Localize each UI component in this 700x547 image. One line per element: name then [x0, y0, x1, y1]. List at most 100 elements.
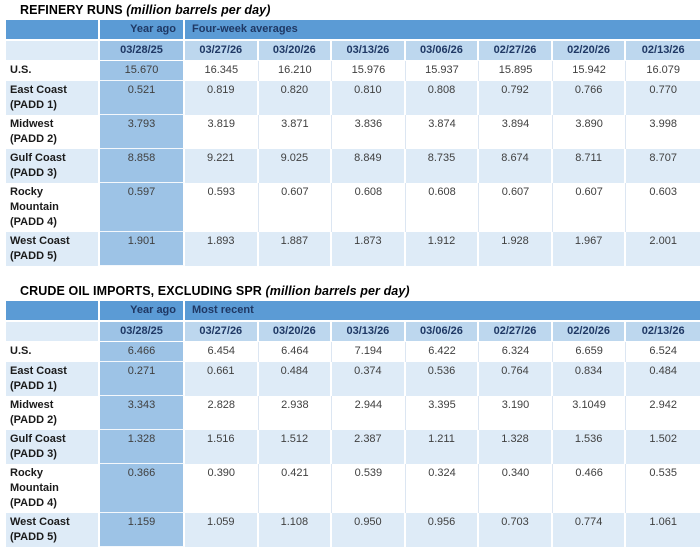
data-cell: 0.810: [332, 81, 406, 115]
data-cell: 0.820: [258, 81, 333, 115]
table-row: East Coast (PADD 1) 0.271 0.661 0.484 0.374 0…: [6, 362, 700, 396]
corner-cell: [6, 20, 100, 41]
year-ago-value: 1.901: [100, 232, 185, 266]
data-cell: 0.774: [552, 513, 627, 547]
data-cell: 1.928: [479, 232, 553, 266]
data-cell: 1.873: [332, 232, 406, 266]
table-row: West Coast (PADD 5) 1.159 1.059 1.108 0.950 0…: [6, 513, 700, 547]
data-cell: 0.484: [626, 362, 700, 396]
data-cell: 2.938: [258, 396, 333, 430]
data-cell: 1.893: [185, 232, 259, 266]
data-cell: 8.735: [405, 149, 480, 183]
data-cell: 0.484: [258, 362, 333, 396]
data-cell: 1.211: [405, 430, 480, 464]
data-cell: 8.707: [626, 149, 700, 183]
table-title-unit: (million barrels per day): [126, 3, 271, 17]
crude-oil-imports-title: CRUDE OIL IMPORTS, EXCLUDING SPR (millio…: [6, 282, 700, 301]
date-header: 03/27/26: [185, 41, 259, 61]
data-cell: 0.956: [405, 513, 480, 547]
data-cell: 2.387: [332, 430, 406, 464]
data-cell: 16.210: [258, 61, 333, 81]
year-ago-value: 1.159: [100, 513, 185, 547]
data-cell: 0.593: [185, 183, 259, 232]
date-header: 03/06/26: [405, 322, 480, 342]
data-cell: 3.874: [405, 115, 480, 149]
data-cell: 3.819: [185, 115, 259, 149]
year-ago-value: 0.597: [100, 183, 185, 232]
refinery-runs-table: Year ago Four-week averages 03/28/25 03/27/…: [6, 20, 700, 266]
data-cell: 3.998: [626, 115, 700, 149]
data-cell: 0.661: [185, 362, 259, 396]
group-header: Most recent: [185, 301, 700, 322]
row-label: Midwest (PADD 2): [6, 396, 100, 430]
data-cell: 16.079: [626, 61, 700, 81]
data-cell: 16.345: [185, 61, 259, 81]
table-row: Rocky Mountain (PADD 4) 0.597 0.593 0.607 0.…: [6, 183, 700, 232]
table-title-unit: (million barrels per day): [265, 284, 410, 298]
year-ago-value: 0.271: [100, 362, 185, 396]
group-header: Four-week averages: [185, 20, 700, 41]
row-label: Midwest (PADD 2): [6, 115, 100, 149]
data-cell: 0.603: [626, 183, 700, 232]
row-label: Gulf Coast (PADD 3): [6, 430, 100, 464]
table-title-text: REFINERY RUNS: [20, 3, 123, 17]
data-cell: 1.328: [479, 430, 553, 464]
date-header: 03/13/26: [332, 41, 406, 61]
table-row: Midwest (PADD 2) 3.793 3.819 3.871 3.836 3.87…: [6, 115, 700, 149]
refinery-runs-section: REFINERY RUNS (million barrels per day) …: [6, 1, 700, 266]
year-ago-value: 15.670: [100, 61, 185, 81]
data-cell: 9.025: [258, 149, 333, 183]
data-cell: 0.535: [626, 464, 700, 513]
date-header: 02/27/26: [479, 322, 553, 342]
table-row: Gulf Coast (PADD 3) 1.328 1.516 1.512 2.387 1…: [6, 430, 700, 464]
data-cell: 1.061: [626, 513, 700, 547]
data-cell: 0.608: [405, 183, 480, 232]
row-label: Rocky Mountain (PADD 4): [6, 183, 100, 232]
date-header: 03/06/26: [405, 41, 480, 61]
data-cell: 6.524: [626, 342, 700, 362]
date-header: 03/27/26: [185, 322, 259, 342]
crude-oil-imports-section: CRUDE OIL IMPORTS, EXCLUDING SPR (millio…: [6, 282, 700, 547]
table-row: East Coast (PADD 1) 0.521 0.819 0.820 0.810 0…: [6, 81, 700, 115]
group-header-row: Year ago Most recent: [6, 301, 700, 322]
data-cell: 8.849: [332, 149, 406, 183]
data-cell: 1.516: [185, 430, 259, 464]
group-header-row: Year ago Four-week averages: [6, 20, 700, 41]
data-cell: 3.894: [479, 115, 553, 149]
year-ago-value: 3.343: [100, 396, 185, 430]
year-ago-date-header: 03/28/25: [100, 322, 185, 342]
data-cell: 1.059: [185, 513, 259, 547]
data-cell: 6.464: [258, 342, 333, 362]
date-corner-cell: [6, 41, 100, 61]
data-cell: 15.895: [479, 61, 553, 81]
refinery-runs-title: REFINERY RUNS (million barrels per day): [6, 1, 700, 20]
table-row: U.S. 6.466 6.454 6.464 7.194 6.422 6.324 6.659 6…: [6, 342, 700, 362]
data-cell: 2.001: [626, 232, 700, 266]
data-cell: 15.976: [332, 61, 406, 81]
data-cell: 7.194: [332, 342, 406, 362]
date-header: 02/20/26: [552, 41, 627, 61]
row-label: U.S.: [6, 342, 100, 362]
year-ago-value: 0.521: [100, 81, 185, 115]
date-header: 03/20/26: [258, 322, 333, 342]
data-cell: 0.950: [332, 513, 406, 547]
year-ago-value: 1.328: [100, 430, 185, 464]
data-cell: 1.912: [405, 232, 480, 266]
date-header: 03/20/26: [258, 41, 333, 61]
row-label: West Coast (PADD 5): [6, 232, 100, 266]
date-header-row: 03/28/25 03/27/26 03/20/26 03/13/26 03/06/26…: [6, 322, 700, 342]
data-cell: 2.944: [332, 396, 406, 430]
date-header: 03/13/26: [332, 322, 406, 342]
data-cell: 0.834: [552, 362, 627, 396]
data-cell: 9.221: [185, 149, 259, 183]
date-header: 02/13/26: [626, 322, 700, 342]
table-row: U.S. 15.670 16.345 16.210 15.976 15.937 15.895…: [6, 61, 700, 81]
data-cell: 0.536: [405, 362, 480, 396]
data-cell: 0.340: [479, 464, 553, 513]
data-cell: 15.937: [405, 61, 480, 81]
data-cell: 0.421: [258, 464, 333, 513]
year-ago-value: 0.366: [100, 464, 185, 513]
data-cell: 0.607: [552, 183, 627, 232]
crude-oil-imports-table: Year ago Most recent 03/28/25 03/27/26 03/20…: [6, 301, 700, 547]
data-cell: 3.395: [405, 396, 480, 430]
